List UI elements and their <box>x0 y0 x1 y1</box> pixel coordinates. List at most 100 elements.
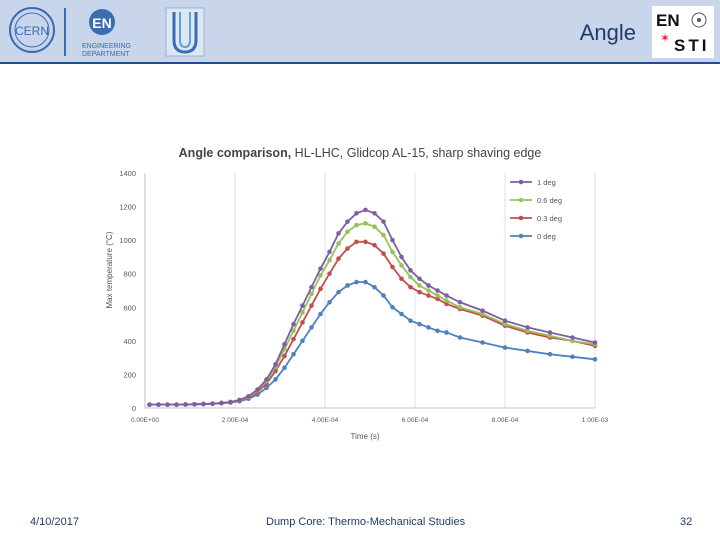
chart: Angle comparison, HL-LHC, Glidcop AL-15,… <box>105 146 609 441</box>
x-axis-label: Time (s) <box>350 432 379 441</box>
data-point <box>381 251 386 256</box>
data-point <box>300 338 305 344</box>
data-point <box>336 289 341 295</box>
x-tick-label: 6.00E-04 <box>402 417 429 424</box>
x-tick-label: 2.00E-04 <box>222 417 249 424</box>
data-point <box>327 257 332 263</box>
data-point <box>399 254 404 260</box>
chart-grid <box>234 173 596 408</box>
y-tick-label: 800 <box>123 270 136 279</box>
data-point <box>390 249 395 255</box>
data-point <box>408 284 413 290</box>
legend-swatch-marker <box>518 197 524 203</box>
data-point <box>381 293 386 298</box>
legend-label: 1 deg <box>537 178 556 187</box>
data-point <box>372 224 377 230</box>
data-point <box>363 279 368 285</box>
en-department-line1: ENGINEERING <box>82 43 131 50</box>
data-point <box>408 274 413 280</box>
x-tick-label: 1.00E-03 <box>582 417 609 424</box>
y-tick-label: 200 <box>123 370 136 379</box>
chart-legend: 1 deg 0.6 deg 0.3 deg 0 deg <box>510 178 562 241</box>
data-point <box>372 242 377 248</box>
chart-title: Angle comparison, HL-LHC, Glidcop AL-15,… <box>179 146 542 160</box>
slide-title: Angle <box>579 20 636 45</box>
data-point <box>363 239 368 245</box>
series-line <box>149 240 596 406</box>
data-point <box>210 401 215 406</box>
data-point <box>282 341 287 347</box>
data-point <box>192 402 197 407</box>
data-point <box>282 365 287 371</box>
ensti-star-icon: ✶ <box>660 31 670 45</box>
data-point <box>426 293 431 298</box>
data-point <box>282 353 287 359</box>
data-point <box>363 207 368 213</box>
data-point <box>525 348 530 354</box>
data-point <box>426 283 431 288</box>
legend-label: 0.6 deg <box>537 196 562 205</box>
data-point <box>309 284 314 290</box>
data-point <box>219 400 224 406</box>
chart-title-rest: HL-LHC, Glidcop AL-15, sharp shaving edg… <box>291 146 541 160</box>
data-point <box>327 299 332 305</box>
en-department-line2: DEPARTMENT <box>82 51 130 58</box>
data-point <box>291 336 296 342</box>
data-point <box>354 279 359 285</box>
legend-swatch-marker <box>518 215 524 221</box>
data-point <box>390 237 395 243</box>
data-point <box>444 330 449 335</box>
data-point <box>435 296 440 302</box>
y-tick-label: 1200 <box>119 203 136 212</box>
data-point <box>502 318 508 324</box>
footer-date: 4/10/2017 <box>30 516 79 528</box>
y-axis-label: Max temperature (°C) <box>105 231 114 308</box>
data-point <box>291 351 296 357</box>
u-logo <box>165 7 205 57</box>
footer-page-number: 32 <box>680 516 693 528</box>
data-point <box>336 231 341 236</box>
data-point <box>156 402 161 407</box>
series-line <box>149 222 596 406</box>
data-point <box>570 338 575 344</box>
y-tick-label: 1000 <box>119 236 136 245</box>
data-point <box>318 286 323 292</box>
data-point <box>165 402 170 407</box>
data-point <box>480 308 485 313</box>
data-point <box>327 271 332 277</box>
data-point <box>435 288 440 293</box>
x-tick-label: 0.00E+00 <box>131 417 159 424</box>
data-point <box>408 318 413 324</box>
data-point <box>502 345 508 350</box>
y-tick-label: 400 <box>123 337 136 346</box>
data-point <box>480 311 485 317</box>
legend-swatch-marker <box>518 233 524 239</box>
data-point <box>547 351 553 357</box>
data-point <box>435 328 440 334</box>
footer-title: Dump Core: Thermo-Mechanical Studies <box>266 516 466 528</box>
data-point <box>318 273 323 278</box>
header-band <box>0 0 720 62</box>
x-tick-label: 8.00E-04 <box>492 417 519 424</box>
data-point <box>390 264 395 270</box>
data-point <box>457 299 463 305</box>
data-point <box>570 354 575 360</box>
data-point <box>381 219 386 224</box>
data-point <box>570 335 575 340</box>
y-tick-label: 0 <box>132 404 136 413</box>
cern-logo-mark: CERN <box>9 7 55 53</box>
cern-logo: CERN EN ENGINEERING DEPARTMENT <box>9 7 205 58</box>
legend-label: 0.3 deg <box>537 214 562 223</box>
data-point <box>502 321 508 327</box>
data-point <box>318 311 323 317</box>
series-line <box>149 281 596 406</box>
data-point <box>426 325 431 330</box>
data-point <box>309 325 314 330</box>
data-point <box>174 402 179 407</box>
data-point <box>255 387 260 392</box>
legend-label: 0 deg <box>537 232 556 241</box>
data-point <box>291 328 296 334</box>
data-point <box>444 301 449 307</box>
data-point <box>354 222 359 228</box>
data-point <box>592 340 598 345</box>
